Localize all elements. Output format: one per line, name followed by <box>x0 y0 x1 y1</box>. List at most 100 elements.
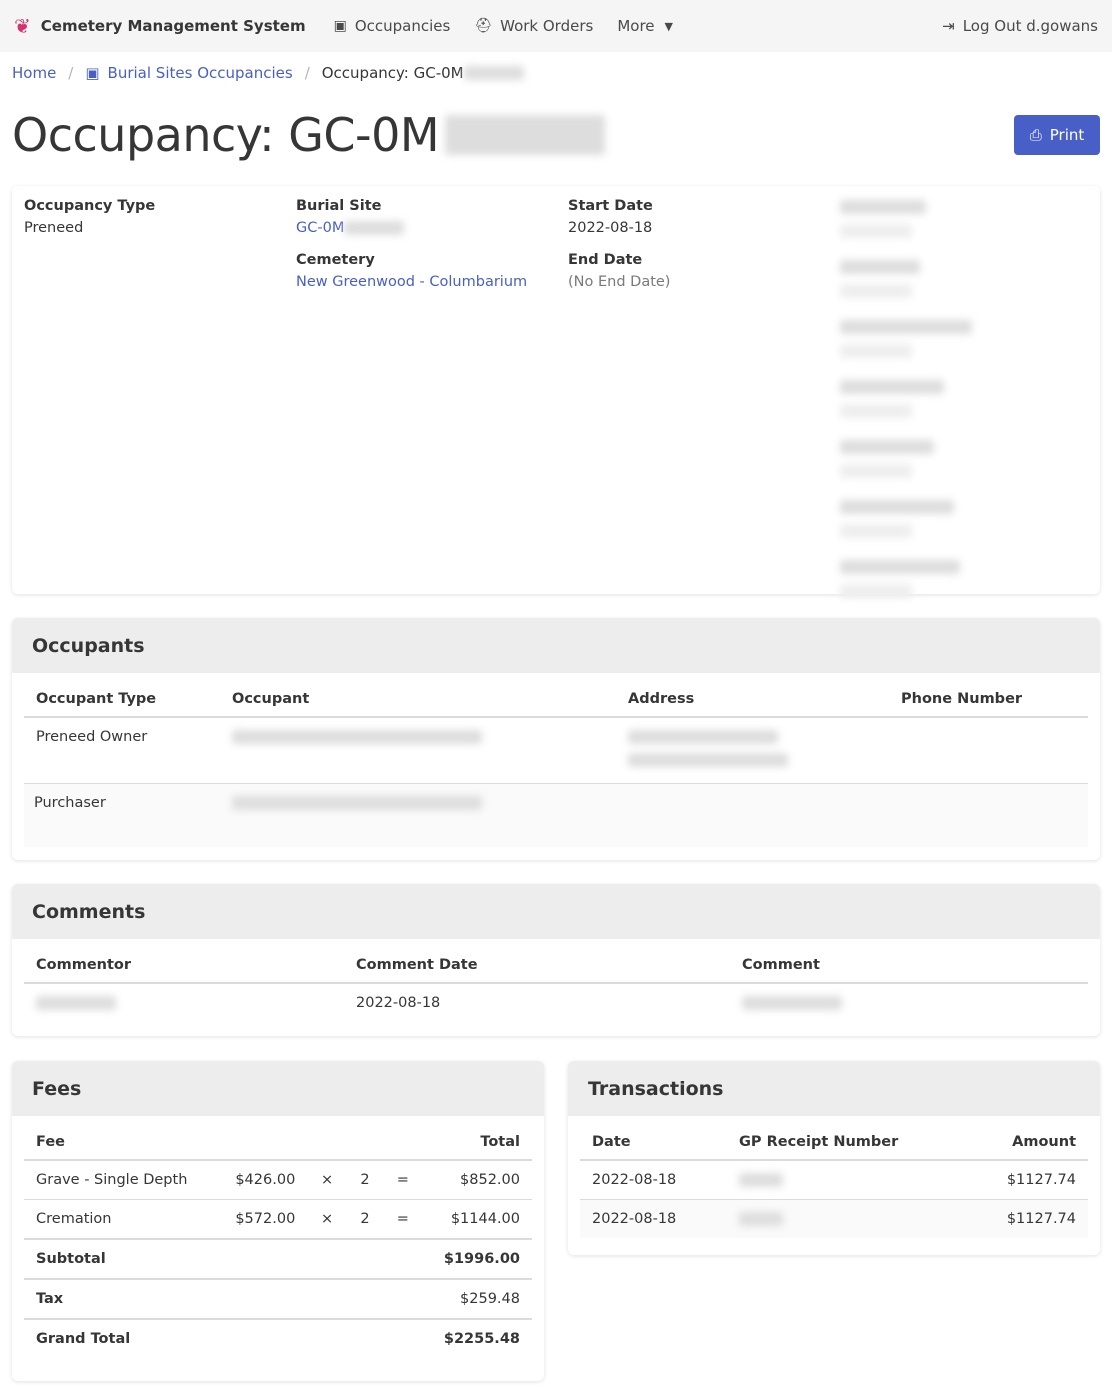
transactions-table: Date GP Receipt Number Amount 2022-08-18 $1… <box>580 1122 1088 1238</box>
subtotal-value: $1996.00 <box>443 1251 520 1267</box>
grand-total-value: $2255.48 <box>443 1331 520 1347</box>
redacted <box>739 1173 783 1187</box>
redacted <box>463 66 524 80</box>
printer-icon: ⎙ <box>1029 126 1042 144</box>
col-receipt: GP Receipt Number <box>727 1122 967 1161</box>
details-card: Occupancy Type Preneed Burial Site GC-0M C… <box>12 186 1100 598</box>
fees-panel: Fees Fee Total Grave - Single Depth $426.0… <box>12 1061 544 1381</box>
redacted <box>739 1212 783 1226</box>
breadcrumb-separator: / <box>68 64 74 82</box>
equals: = <box>383 1199 423 1240</box>
tulip-logo-icon: ❦ <box>14 14 31 38</box>
burial-site-link[interactable]: GC-0M <box>296 220 345 236</box>
transaction-amount: $1127.74 <box>1006 1211 1076 1227</box>
redacted <box>36 996 116 1010</box>
end-date-label: End Date <box>568 252 643 268</box>
occupants-panel: Occupants Occupant Type Occupant Address Ph… <box>12 618 1100 860</box>
col-date: Date <box>580 1122 727 1161</box>
fee-qty: 2 <box>346 1199 384 1240</box>
fee-name: Grave - Single Depth <box>24 1160 216 1200</box>
redacted <box>344 221 405 235</box>
col-amount: Amount <box>966 1122 1088 1161</box>
cemetery-link[interactable]: New Greenwood - Columbarium <box>296 274 528 290</box>
grand-total-label: Grand Total <box>36 1331 131 1347</box>
table-row: 2022-08-18 $1127.74 <box>580 1160 1088 1200</box>
comments-table: Commentor Comment Date Comment 2022-08-18 <box>24 945 1088 1022</box>
col-occupant: Occupant <box>220 679 616 718</box>
fee-qty: 2 <box>346 1160 384 1200</box>
burial-site-label: Burial Site <box>296 198 382 214</box>
occupancy-icon: ▣ <box>333 18 347 34</box>
table-row: Purchaser <box>24 783 1088 847</box>
col-total: Total <box>422 1122 532 1161</box>
comment-date: 2022-08-18 <box>356 995 441 1011</box>
table-row: Grave - Single Depth $426.00 × 2 = $852.00 <box>24 1160 532 1200</box>
tax-label: Tax <box>36 1291 64 1307</box>
col-comment-date: Comment Date <box>344 945 730 984</box>
equals: = <box>383 1160 423 1200</box>
col-comment: Comment <box>730 945 1088 984</box>
occupancy-icon: ▣ <box>85 64 100 82</box>
redacted <box>628 730 778 744</box>
comments-panel: Comments Commentor Comment Date Comment 20… <box>12 884 1100 1036</box>
logout-link[interactable]: ⇥ Log Out d.gowans <box>942 17 1098 35</box>
tax-value: $259.48 <box>460 1291 520 1307</box>
breadcrumb-sites[interactable]: ▣ Burial Sites Occupancies <box>85 64 292 82</box>
end-date-value: (No End Date) <box>568 274 671 290</box>
start-date-value: 2022-08-18 <box>568 220 653 236</box>
fees-title: Fees <box>12 1061 544 1116</box>
redacted <box>232 795 482 810</box>
redacted <box>232 730 482 744</box>
transactions-title: Transactions <box>568 1061 1100 1116</box>
col-phone: Phone Number <box>889 679 1088 718</box>
transaction-amount: $1127.74 <box>966 1160 1088 1200</box>
times: × <box>307 1160 347 1200</box>
occupant-type: Preneed Owner <box>24 717 220 784</box>
fee-total: $1144.00 <box>422 1199 532 1240</box>
times: × <box>307 1199 347 1240</box>
print-button[interactable]: ⎙ Print <box>1014 115 1100 155</box>
occupants-table: Occupant Type Occupant Address Phone Number… <box>24 679 1088 847</box>
redacted <box>445 115 606 155</box>
breadcrumb-separator: / <box>304 64 310 82</box>
page-title-text: Occupancy: GC-0M <box>12 108 440 162</box>
nav-work-orders[interactable]: ⛑ Work Orders <box>474 17 593 35</box>
transaction-date: 2022-08-18 <box>580 1160 727 1200</box>
start-date-label: Start Date <box>568 198 653 214</box>
subtotal-label: Subtotal <box>36 1251 106 1267</box>
breadcrumb-home[interactable]: Home <box>12 64 57 82</box>
nav-more-label: More <box>617 17 655 35</box>
col-address: Address <box>616 679 889 718</box>
occupancy-type-value: Preneed <box>24 220 84 236</box>
transactions-panel: Transactions Date GP Receipt Number Amount… <box>568 1061 1100 1255</box>
redacted-fields <box>840 200 972 598</box>
nav-work-orders-label: Work Orders <box>500 17 594 35</box>
nav-more[interactable]: More ▼ <box>617 17 673 35</box>
fee-name: Cremation <box>24 1199 216 1240</box>
page-title: Occupancy: GC-0M <box>12 108 606 162</box>
chevron-down-icon: ▼ <box>664 19 673 33</box>
nav-occupancies-label: Occupancies <box>354 17 451 35</box>
fee-unit: $572.00 <box>215 1199 308 1240</box>
hard-hat-icon: ⛑ <box>474 18 493 34</box>
table-row: 2022-08-18 $1127.74 <box>580 1199 1088 1238</box>
brand-link[interactable]: ❦ Cemetery Management System <box>14 14 306 38</box>
col-occupant-type: Occupant Type <box>24 679 220 718</box>
occupants-title: Occupants <box>12 618 1100 673</box>
col-commentor: Commentor <box>24 945 344 984</box>
print-label: Print <box>1049 126 1085 144</box>
occupancy-type-label: Occupancy Type <box>24 198 156 214</box>
nav-occupancies[interactable]: ▣ Occupancies <box>334 17 451 35</box>
table-row: Preneed Owner <box>24 717 1088 784</box>
col-fee: Fee <box>24 1122 423 1161</box>
table-row: 2022-08-18 <box>24 983 1088 1022</box>
comments-title: Comments <box>12 884 1100 939</box>
brand-name: Cemetery Management System <box>40 17 306 35</box>
fees-table: Fee Total Grave - Single Depth $426.00 × 2 = $… <box>24 1122 532 1358</box>
navbar: ❦ Cemetery Management System ▣ Occupancies… <box>0 0 1112 52</box>
breadcrumb-sites-label: Burial Sites Occupancies <box>107 64 293 82</box>
redacted <box>628 753 788 767</box>
fee-total: $852.00 <box>422 1160 532 1200</box>
logout-icon: ⇥ <box>942 17 955 35</box>
fee-unit: $426.00 <box>215 1160 308 1200</box>
